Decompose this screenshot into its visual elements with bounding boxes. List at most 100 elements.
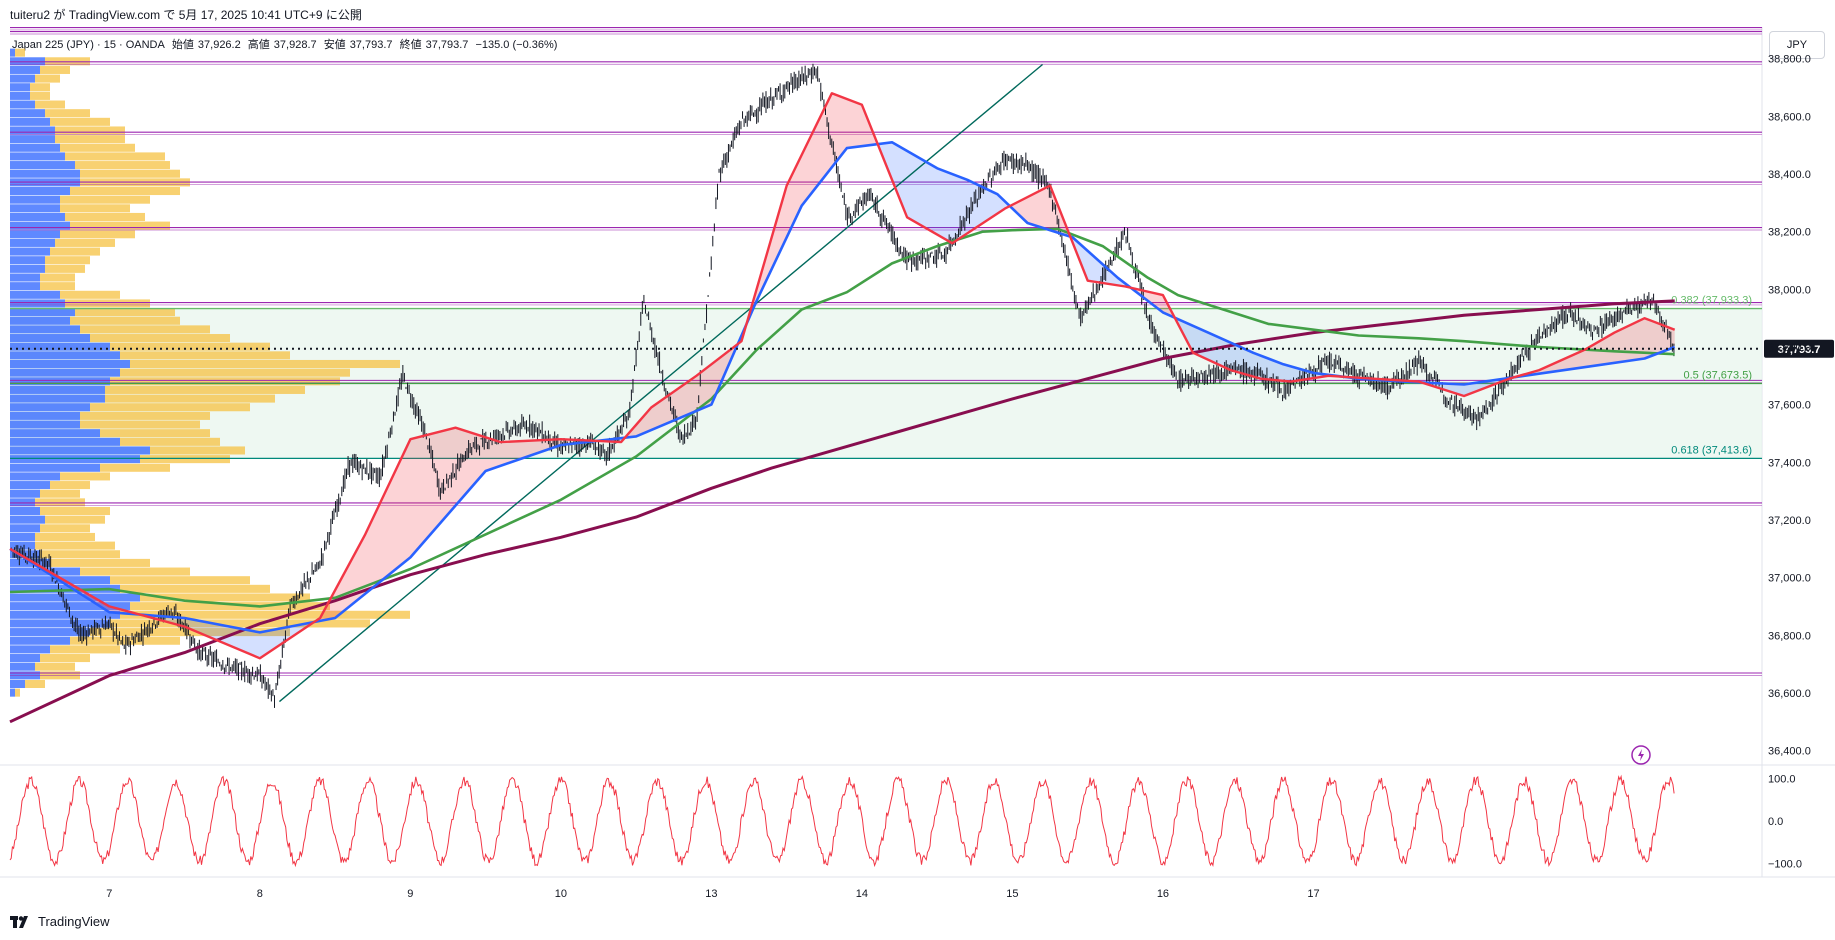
volume-profile-blue-bar: [10, 264, 45, 273]
volume-profile-blue-bar: [10, 662, 35, 671]
volume-profile-yellow-bar: [90, 628, 290, 637]
ema-fast-line: [9, 92, 1676, 660]
volume-profile-blue-bar: [10, 186, 70, 196]
volume-profile-yellow-bar: [105, 385, 305, 394]
volume-profile-blue-bar: [10, 204, 60, 213]
volume-profile-blue-bar: [10, 411, 80, 420]
volume-profile-blue-bar: [10, 316, 70, 325]
volume-profile-yellow-bar: [130, 602, 330, 611]
volume-profile-yellow-bar: [50, 481, 90, 490]
volume-profile-blue-bar: [10, 100, 35, 109]
low-label: 安値: [323, 39, 346, 51]
volume-profile-blue-bar: [10, 654, 40, 663]
x-tick-label: 10: [555, 888, 567, 900]
ema-cloud-red: [317, 427, 597, 622]
x-tick-label: 13: [705, 888, 717, 900]
volume-profile-blue-bar: [10, 169, 80, 178]
volume-profile-yellow-bar: [70, 221, 170, 230]
volume-profile-blue-bar: [10, 420, 80, 429]
volume-profile-yellow-bar: [150, 446, 245, 455]
y-tick-label: 38,800.0: [1768, 54, 1811, 66]
volume-profile-yellow-bar: [40, 654, 90, 663]
volume-profile-yellow-bar: [90, 334, 230, 343]
volume-profile-yellow-bar: [30, 83, 50, 92]
volume-profile-blue-bar: [10, 83, 30, 92]
volume-profile-blue-bar: [10, 455, 140, 464]
volume-profile-yellow-bar: [65, 212, 145, 221]
volume-profile-yellow-bar: [110, 619, 370, 628]
high-label: 高値: [247, 39, 270, 51]
volume-profile-blue-bar: [10, 515, 45, 524]
volume-profile-yellow-bar: [70, 316, 180, 325]
x-tick-label: 17: [1307, 888, 1319, 900]
volume-profile-blue-bar: [10, 472, 60, 481]
volume-profile-yellow-bar: [40, 550, 120, 559]
volume-profile-yellow-bar: [30, 91, 50, 100]
volume-profile-yellow-bar: [60, 143, 135, 152]
tradingview-logo-icon: [10, 915, 28, 928]
volume-profile-blue-bar: [10, 446, 150, 455]
volume-profile-yellow-bar: [100, 463, 170, 472]
volume-profile-blue-bar: [10, 48, 15, 57]
volume-profile-blue-bar: [10, 256, 45, 265]
symbol-name: Japan 225 (JPY) · 15 · OANDA: [12, 39, 165, 51]
fib-label: 0.5 (37,673.5): [1684, 369, 1753, 381]
candles-group: [11, 63, 1675, 708]
volume-profile-blue-bar: [10, 126, 55, 135]
ema-cloud-red: [1515, 318, 1675, 378]
oscillator-tick-label: −100.0: [1768, 858, 1802, 870]
volume-profile-yellow-bar: [110, 377, 340, 386]
volume-profile-yellow-bar: [140, 593, 310, 602]
volume-profile-blue-bar: [10, 368, 120, 377]
volume-profile-yellow-bar: [60, 290, 120, 299]
volume-profile-yellow-bar: [55, 126, 125, 135]
volume-profile-yellow-bar: [35, 74, 60, 83]
volume-profile-blue-bar: [10, 230, 60, 239]
volume-profile-blue-bar: [10, 308, 75, 317]
volume-profile-yellow-bar: [40, 524, 90, 533]
volume-profile-yellow-bar: [65, 299, 150, 308]
volume-profile-blue-bar: [10, 688, 15, 697]
volume-profile-blue-bar: [10, 117, 50, 126]
volume-profile-yellow-bar: [75, 161, 170, 170]
tradingview-brand: TradingView: [38, 914, 110, 929]
volume-profile-yellow-bar: [100, 429, 210, 438]
lightning-icon[interactable]: [1631, 745, 1651, 765]
volume-profile-blue-bar: [10, 334, 90, 343]
volume-profile-yellow-bar: [35, 532, 95, 541]
volume-profile-blue-bar: [10, 282, 40, 291]
currency-button[interactable]: JPY: [1769, 31, 1825, 59]
volume-profile-blue-bar: [10, 429, 100, 438]
volume-profile-blue-bar: [10, 619, 110, 628]
volume-profile-yellow-bar: [80, 411, 210, 420]
volume-profile-yellow-bar: [140, 455, 230, 464]
volume-profile-yellow-bar: [40, 489, 80, 498]
fib-label: 0.382 (37,933.3): [1671, 295, 1752, 307]
volume-profile-blue-bar: [10, 593, 140, 602]
volume-profile-blue-bar: [10, 299, 65, 308]
oscillator-line: [9, 774, 1675, 868]
volume-profile-blue-bar: [10, 489, 40, 498]
volume-profile-yellow-bar: [40, 273, 75, 282]
volume-profile-blue-bar: [10, 532, 35, 541]
volume-profile-blue-bar: [10, 359, 130, 369]
volume-profile-yellow-bar: [110, 576, 250, 585]
volume-profile-blue-bar: [10, 377, 110, 386]
volume-profile-blue-bar: [10, 221, 70, 230]
x-tick-label: 8: [257, 888, 263, 900]
y-tick-label: 38,200.0: [1768, 227, 1811, 239]
open-label: 始値: [171, 39, 194, 51]
volume-profile-blue-bar: [10, 342, 110, 351]
oscillator-tick-label: 100.0: [1768, 774, 1796, 786]
ema-cloud-red: [747, 93, 880, 322]
volume-profile-blue-bar: [10, 152, 65, 161]
x-tick-label: 9: [407, 888, 413, 900]
volume-profile-yellow-bar: [40, 282, 75, 291]
volume-profile-blue-bar: [10, 238, 55, 247]
tradingview-logo[interactable]: TradingView: [10, 914, 110, 929]
volume-profile-yellow-bar: [120, 351, 290, 360]
volume-profile-yellow-bar: [60, 204, 130, 213]
volume-profile-yellow-bar: [45, 264, 85, 273]
y-tick-label: 38,000.0: [1768, 284, 1811, 296]
